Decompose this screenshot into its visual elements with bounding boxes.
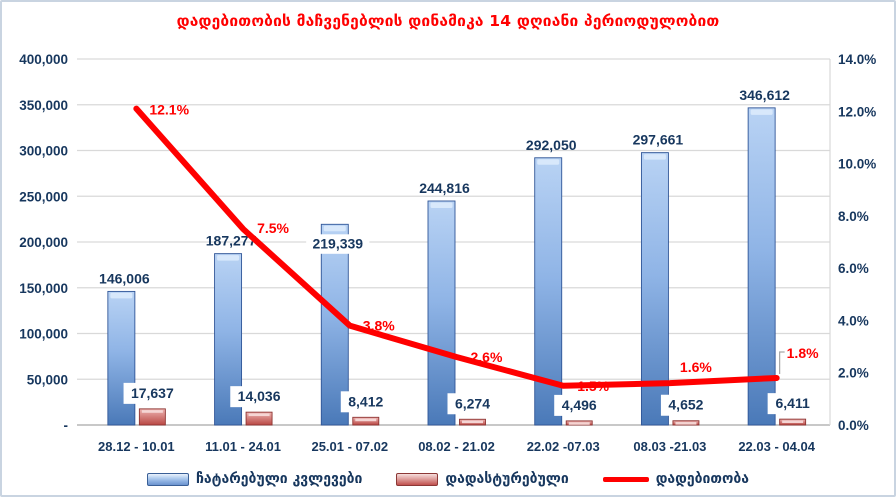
bar-top-highlight	[248, 413, 270, 417]
left-axis-tick: 400,000	[19, 52, 68, 67]
line-point-label: 1.8%	[787, 345, 819, 361]
axis-labels: - 50,000 100,000 150,000 200,000 250,000 300,0…	[19, 52, 876, 433]
right-axis-tick: 4.0%	[838, 313, 869, 328]
bar-value-label: 146,006	[99, 270, 150, 286]
legend-swatch-red-bar	[396, 472, 439, 486]
left-axis-tick: 350,000	[19, 98, 68, 113]
line-point-label: 1.5%	[577, 378, 609, 394]
legend-swatch-red-line	[602, 476, 649, 482]
category-label: 08.02 - 21.02	[418, 439, 495, 454]
plot-area: - 50,000 100,000 150,000 200,000 250,000 300,0…	[19, 52, 876, 454]
bar-top-highlight	[141, 410, 163, 413]
line-point-label: 1.6%	[680, 359, 712, 375]
bar-top-highlight	[643, 154, 666, 160]
category-label: 25.01 - 07.02	[311, 439, 388, 454]
bar-top-highlight	[750, 109, 773, 115]
bar-value-label: 292,050	[526, 137, 577, 153]
line-point-label: 3.8%	[363, 318, 395, 334]
bar-value-label: 17,637	[131, 385, 174, 401]
bar-surveys	[640, 152, 669, 426]
category-label: 22.03 - 04.04	[738, 439, 815, 454]
bar-top-highlight	[355, 418, 377, 422]
category-labels: 28.12 - 10.01 11.01 - 24.01 25.01 - 07.02 0…	[98, 439, 816, 454]
legend-label-positivity: დადებითობა	[655, 471, 750, 487]
left-axis-tick: 200,000	[19, 235, 68, 250]
bar-top-highlight	[537, 159, 560, 165]
bar-top-highlight	[323, 225, 346, 232]
bar-surveys	[107, 290, 136, 426]
category-label: 08.03 -21.03	[633, 439, 706, 454]
right-axis-tick: 12.0%	[838, 104, 876, 119]
bar-top-highlight	[430, 202, 453, 208]
category-label: 22.02 -07.03	[527, 439, 600, 454]
bar-value-label: 14,036	[238, 388, 281, 404]
bar-top-highlight	[217, 255, 240, 261]
value-labels: 146,006 187,277 219,339 244,816 292,050 297,6…	[99, 87, 818, 416]
bar-value-label: 6,274	[455, 395, 490, 411]
line-point-label: 12.1%	[149, 102, 189, 118]
label-leader-line	[779, 351, 785, 374]
positivity-line	[133, 105, 785, 389]
legend-label-surveys: ჩატარებული კვლევები	[195, 471, 363, 487]
bar-value-label: 4,652	[668, 397, 703, 413]
category-label: 11.01 - 24.01	[205, 439, 281, 454]
line-series	[133, 105, 780, 389]
line-point-label: 7.5%	[257, 220, 289, 236]
bar-value-label: 244,816	[419, 180, 470, 196]
legend: ჩატარებული კვლევები დადასტურებული დადები…	[2, 471, 894, 487]
right-axis-tick: 2.0%	[838, 366, 869, 381]
bar-top-highlight	[462, 420, 483, 424]
legend-label-confirmed: დადასტურებული	[445, 471, 569, 487]
bar-value-label: 8,412	[348, 393, 383, 409]
left-axis-tick: 50,000	[27, 372, 68, 387]
left-axis-tick: 250,000	[19, 189, 68, 204]
bar-value-label: 6,411	[776, 395, 810, 411]
bar-value-label: 4,496	[562, 397, 597, 413]
legend-item-positivity: დადებითობა	[602, 471, 750, 487]
bar-top-highlight	[675, 422, 697, 425]
bar-value-label: 219,339	[312, 235, 363, 251]
right-axis-tick: 0.0%	[838, 418, 869, 433]
legend-item-confirmed: დადასტურებული	[396, 471, 569, 487]
bar-top-highlight	[782, 420, 804, 424]
line-point-labels: 12.1% 7.5% 3.8% 2.6% 1.5% 1.6% 1.8%	[149, 102, 819, 394]
bar-surveys	[427, 200, 456, 426]
bar-top-highlight	[568, 422, 590, 425]
bar-surveys	[747, 107, 776, 426]
bar-confirmed	[138, 408, 166, 426]
left-axis-tick: 100,000	[19, 327, 68, 342]
bar-value-label: 187,277	[206, 233, 257, 249]
left-axis-tick: 300,000	[19, 144, 68, 159]
right-axis-tick: 14.0%	[838, 52, 876, 67]
right-axis-tick: 6.0%	[838, 261, 869, 276]
bar-value-label: 346,612	[739, 87, 790, 103]
bar-top-highlight	[110, 292, 133, 299]
left-axis-tick: 150,000	[19, 281, 68, 296]
bars	[107, 107, 807, 426]
left-axis-tick: -	[64, 418, 69, 433]
bar-value-label: 297,661	[633, 132, 684, 148]
right-axis-tick: 8.0%	[838, 209, 869, 224]
legend-swatch-blue-bar	[146, 472, 189, 486]
legend-item-surveys: ჩატარებული კვლევები	[146, 471, 363, 487]
right-axis-tick: 10.0%	[838, 157, 876, 172]
line-point-label: 2.6%	[471, 349, 503, 365]
chart-title: დადებითობის მაჩვენებლის დინამიკა 14 დღია…	[176, 12, 720, 30]
category-label: 28.12 - 10.01	[98, 439, 175, 454]
